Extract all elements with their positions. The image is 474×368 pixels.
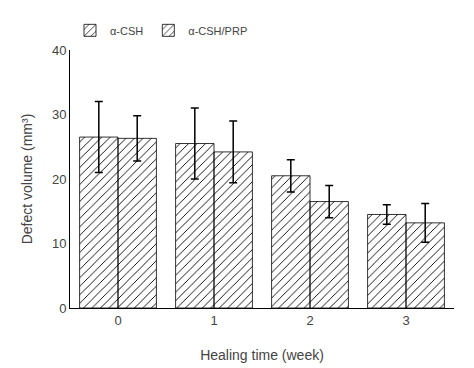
- svg-text:1: 1: [210, 313, 217, 328]
- svg-text:30: 30: [52, 107, 66, 122]
- svg-text:α-CSH: α-CSH: [110, 25, 143, 37]
- svg-text:40: 40: [52, 43, 66, 58]
- svg-text:0: 0: [59, 301, 66, 316]
- svg-text:3: 3: [402, 313, 409, 328]
- svg-text:α-CSH/PRP: α-CSH/PRP: [188, 25, 247, 37]
- svg-text:0: 0: [114, 313, 121, 328]
- svg-text:Healing time (week): Healing time (week): [200, 347, 324, 363]
- svg-text:Defect volume (mm³): Defect volume (mm³): [19, 114, 35, 245]
- svg-text:20: 20: [52, 172, 66, 187]
- svg-text:2: 2: [306, 313, 313, 328]
- svg-text:10: 10: [52, 236, 66, 251]
